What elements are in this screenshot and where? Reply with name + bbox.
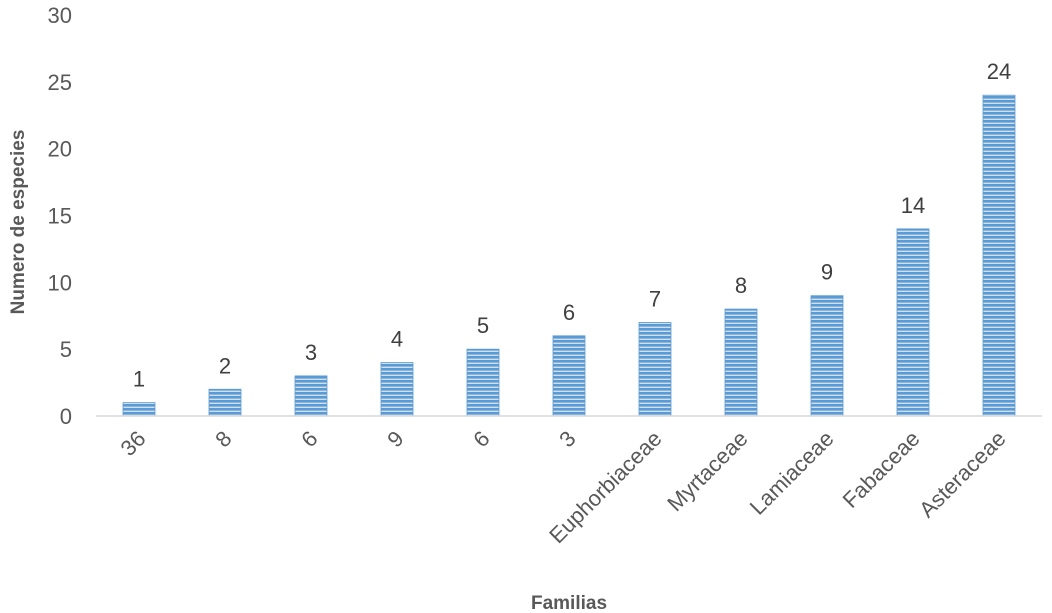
bars bbox=[122, 94, 1016, 417]
y-tick-label: 10 bbox=[48, 270, 72, 295]
y-tick-label: 0 bbox=[60, 404, 72, 429]
x-tick-label: 36 bbox=[116, 426, 151, 461]
data-label: 7 bbox=[649, 286, 661, 311]
x-tick-label: 6 bbox=[468, 426, 494, 452]
bar bbox=[122, 402, 156, 417]
bar bbox=[466, 348, 500, 417]
y-tick-label: 30 bbox=[48, 3, 72, 28]
y-tick-label: 20 bbox=[48, 137, 72, 162]
bar bbox=[810, 295, 844, 417]
bar bbox=[982, 94, 1016, 417]
x-tick-label: 8 bbox=[210, 426, 236, 452]
y-tick-label: 5 bbox=[60, 337, 72, 362]
bar bbox=[380, 362, 414, 417]
x-tick-label: 3 bbox=[554, 426, 580, 452]
data-labels: 1 2 3 4 5 6 7 8 9 14 24 bbox=[133, 59, 1011, 391]
y-axis-title: Numero de especies bbox=[8, 130, 29, 315]
data-label: 3 bbox=[305, 340, 317, 365]
data-label: 14 bbox=[901, 193, 925, 218]
data-label: 9 bbox=[821, 260, 833, 285]
bar bbox=[896, 228, 930, 417]
bar bbox=[638, 322, 672, 417]
x-axis-title: Familias bbox=[531, 593, 607, 613]
bar bbox=[724, 308, 758, 417]
x-tick-label: Lamiaceae bbox=[745, 426, 839, 520]
x-tick-label: Myrtaceae bbox=[662, 426, 752, 516]
data-label: 2 bbox=[219, 353, 231, 378]
data-label: 8 bbox=[735, 273, 747, 298]
x-tick-label: 9 bbox=[382, 426, 408, 452]
x-tick-label: 6 bbox=[296, 426, 322, 452]
y-axis-ticks: 0 5 10 15 20 25 30 bbox=[48, 3, 72, 429]
x-tick-label: Fabaceae bbox=[838, 426, 925, 513]
bar bbox=[208, 388, 242, 417]
bar bbox=[552, 335, 586, 417]
data-label: 1 bbox=[133, 367, 145, 392]
bar bbox=[294, 375, 328, 417]
data-label: 24 bbox=[987, 59, 1011, 84]
x-tick-label: Asteraceae bbox=[914, 426, 1010, 522]
data-label: 4 bbox=[391, 327, 403, 352]
data-label: 5 bbox=[477, 313, 489, 338]
y-tick-label: 25 bbox=[48, 70, 72, 95]
data-label: 6 bbox=[563, 300, 575, 325]
y-tick-label: 15 bbox=[48, 204, 72, 229]
